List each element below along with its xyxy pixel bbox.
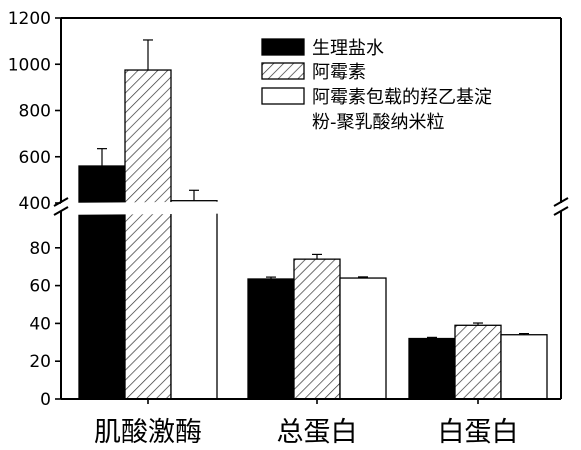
error-bars-layer (97, 39, 529, 339)
x-labels-layer: 肌酸激酶 总蛋白 白蛋白 (94, 399, 519, 448)
x-category-label-1: 总蛋白 (277, 417, 358, 448)
bar-2-1 (454, 324, 502, 400)
axes-layer (40, 17, 569, 400)
axis-break-mark-right-1 (553, 197, 569, 207)
y-ticks-layer: 0 20 40 60 80 400 600 800 1000 1200 (8, 9, 61, 410)
axis-break-mark-right-2 (553, 206, 569, 216)
y-tick-label-60: 60 (29, 277, 51, 297)
bar-0-1 (124, 69, 172, 400)
y-tick-label-800: 800 (19, 102, 51, 122)
y-tick-label-1000: 1000 (8, 55, 51, 75)
legend-label-1-0: 阿霉素 (312, 62, 366, 83)
y-tick-label-0: 0 (40, 390, 51, 410)
bar-2-2 (500, 334, 548, 400)
axis-break-mark-left-2 (53, 206, 69, 216)
legend-label-0-0: 生理盐水 (312, 38, 384, 59)
legend-swatch-0 (261, 38, 305, 56)
legend-swatch-1 (261, 62, 305, 80)
y-tick-label-80: 80 (29, 239, 51, 259)
y-tick-label-20: 20 (29, 352, 51, 372)
bar-2-0 (408, 337, 456, 400)
y-tick-label-600: 600 (19, 148, 51, 168)
x-category-label-0: 肌酸激酶 (94, 417, 202, 448)
bar-0-0 (78, 165, 126, 400)
y-tick-label-40: 40 (29, 314, 51, 334)
axis-break-mark-left-1 (53, 197, 69, 207)
x-category-label-2: 白蛋白 (438, 417, 519, 448)
bar-1-0 (247, 278, 295, 400)
y-tick-label-1200: 1200 (8, 9, 51, 29)
bar-0-2 (170, 200, 218, 400)
legend-label-2-1: 粉-聚乳酸纳米粒 (312, 112, 445, 133)
bar-1-1 (293, 258, 341, 400)
axis-break-gap (40, 199, 566, 215)
legend-swatch-2 (261, 87, 305, 105)
y-tick-label-400: 400 (19, 194, 51, 214)
legend-label-2-0: 阿霉素包载的羟乙基淀 (312, 87, 492, 108)
bar-1-2 (339, 277, 387, 400)
